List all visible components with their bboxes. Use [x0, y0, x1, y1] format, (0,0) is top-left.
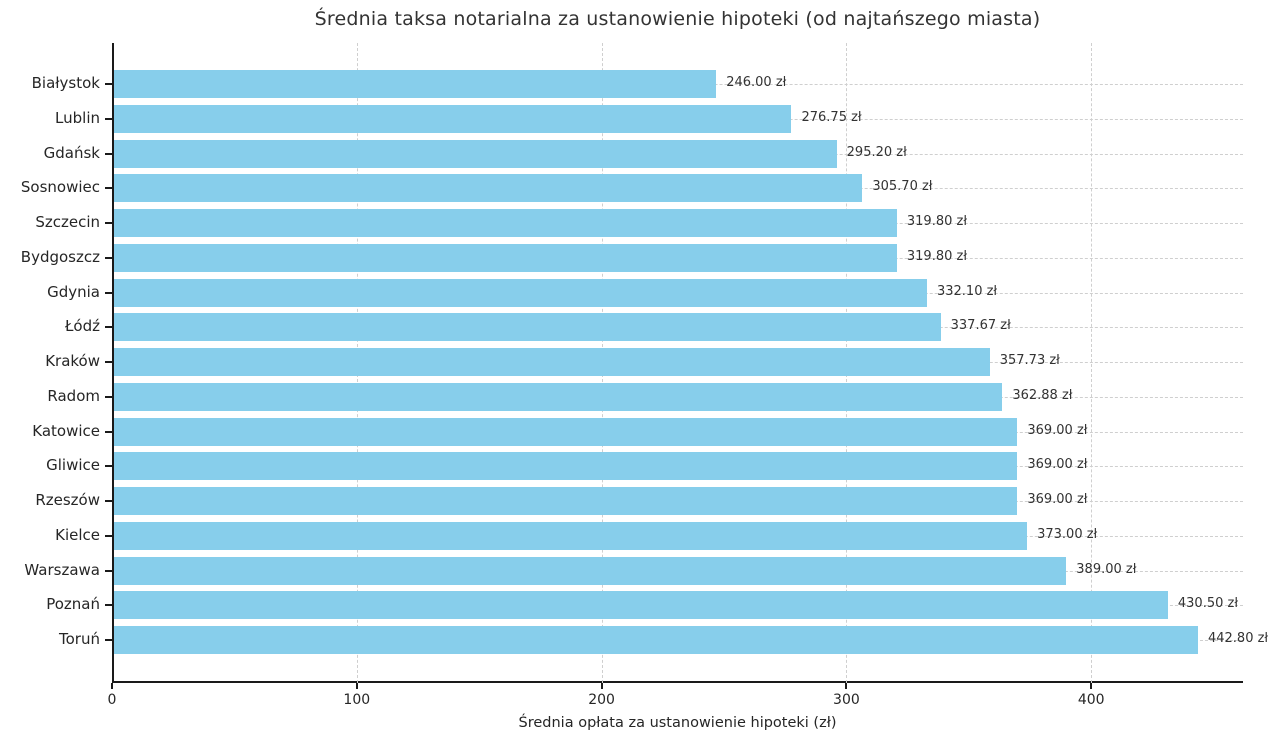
y-tick-label: Łódź — [64, 317, 100, 336]
x-gridline — [1091, 43, 1093, 683]
bar-value-label: 369.00 zł — [1027, 422, 1088, 438]
y-tick-mark — [105, 222, 112, 224]
bar-value-label: 305.70 zł — [872, 179, 933, 195]
bar — [114, 209, 897, 237]
y-tick-label: Radom — [47, 386, 100, 405]
y-tick-label: Poznań — [46, 595, 100, 614]
x-tick-label: 300 — [833, 692, 860, 708]
bar — [114, 452, 1018, 481]
y-tick-label: Gdynia — [47, 282, 100, 301]
bar-value-label: 362.88 zł — [1012, 387, 1073, 403]
y-tick-mark — [105, 291, 112, 294]
x-tick-label: 400 — [1077, 692, 1105, 708]
y-tick-mark — [105, 569, 112, 572]
bar-value-label: 357.73 zł — [999, 353, 1060, 368]
y-tick-mark — [105, 152, 112, 155]
bar — [114, 70, 717, 98]
bar-value-label: 337.67 zł — [950, 318, 1011, 334]
y-tick-mark — [105, 534, 112, 537]
bar — [114, 487, 1018, 515]
bar-value-label: 373.00 zł — [1037, 526, 1098, 542]
x-tick-label: 100 — [343, 692, 371, 708]
y-tick-label: Gliwice — [46, 456, 100, 475]
y-tick-mark — [105, 326, 112, 329]
x-tick-label: 0 — [107, 692, 117, 708]
bar — [114, 591, 1168, 620]
bar-value-label: 246.00 zł — [726, 75, 787, 90]
plot-area — [112, 43, 1243, 683]
bar — [114, 139, 837, 168]
bar-value-label: 430.50 zł — [1177, 596, 1239, 612]
y-tick-label: Katowice — [32, 421, 100, 440]
bar-value-label: 276.75 zł — [801, 109, 862, 125]
bar-value-label: 319.80 zł — [906, 248, 968, 264]
bar — [114, 348, 990, 376]
x-tick-mark — [600, 683, 603, 689]
y-tick-label: Kielce — [55, 525, 100, 544]
y-tick-label: Warszawa — [24, 560, 100, 579]
y-tick-mark — [105, 361, 112, 363]
y-tick-mark — [105, 639, 112, 641]
bar — [114, 104, 792, 133]
bar — [114, 556, 1067, 585]
bar — [114, 278, 927, 307]
bar — [114, 626, 1198, 654]
y-tick-mark — [105, 500, 112, 502]
bar-value-label: 319.80 zł — [906, 214, 968, 229]
bar — [114, 521, 1028, 550]
bar-value-label: 442.80 zł — [1207, 631, 1269, 646]
bar — [114, 382, 1003, 411]
bar — [114, 243, 897, 272]
y-tick-label: Gdańsk — [43, 143, 100, 162]
y-tick-mark — [105, 430, 112, 433]
y-tick-label: Bydgoszcz — [20, 247, 100, 266]
x-tick-mark — [111, 683, 113, 689]
x-tick-mark — [1090, 683, 1093, 689]
chart-title: Średnia taksa notarialna za ustanowienie… — [314, 8, 1041, 30]
bar-value-label: 332.10 zł — [936, 283, 998, 299]
y-tick-mark — [105, 604, 112, 607]
y-tick-label: Kraków — [45, 352, 100, 370]
y-tick-label: Sosnowiec — [20, 178, 100, 197]
x-tick-mark — [355, 683, 358, 689]
bar-value-label: 369.00 zł — [1027, 492, 1088, 507]
y-tick-mark — [105, 465, 112, 468]
y-tick-mark — [105, 187, 112, 190]
bar-value-label: 295.20 zł — [846, 144, 907, 160]
x-tick-mark — [845, 683, 848, 689]
y-tick-mark — [105, 117, 112, 120]
y-tick-mark — [105, 83, 112, 85]
x-tick-label: 200 — [588, 692, 615, 708]
y-tick-mark — [105, 256, 112, 259]
y-tick-mark — [105, 395, 112, 398]
bar-value-label: 389.00 zł — [1076, 561, 1137, 577]
y-tick-label: Białystok — [31, 74, 100, 92]
bar-value-label: 369.00 zł — [1027, 457, 1088, 473]
y-tick-label: Lublin — [55, 108, 100, 127]
y-tick-label: Szczecin — [35, 213, 100, 231]
bar — [114, 313, 941, 342]
x-axis-label: Średnia opłata za ustanowienie hipoteki … — [518, 715, 837, 731]
bar — [114, 174, 863, 203]
bar — [114, 417, 1018, 446]
y-tick-label: Rzeszów — [35, 491, 100, 509]
y-tick-label: Toruń — [59, 630, 100, 648]
